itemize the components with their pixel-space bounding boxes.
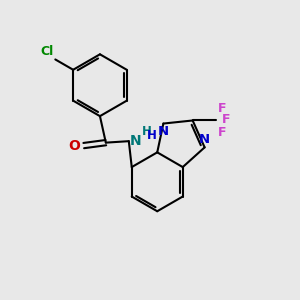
Text: N: N bbox=[158, 125, 169, 138]
Text: H: H bbox=[147, 129, 157, 142]
Text: H: H bbox=[142, 125, 152, 138]
Text: N: N bbox=[199, 133, 210, 146]
Text: Cl: Cl bbox=[40, 45, 54, 58]
Text: F: F bbox=[218, 126, 226, 139]
Text: O: O bbox=[68, 139, 80, 153]
Text: F: F bbox=[218, 102, 226, 115]
Text: F: F bbox=[222, 113, 231, 126]
Text: N: N bbox=[130, 134, 142, 148]
